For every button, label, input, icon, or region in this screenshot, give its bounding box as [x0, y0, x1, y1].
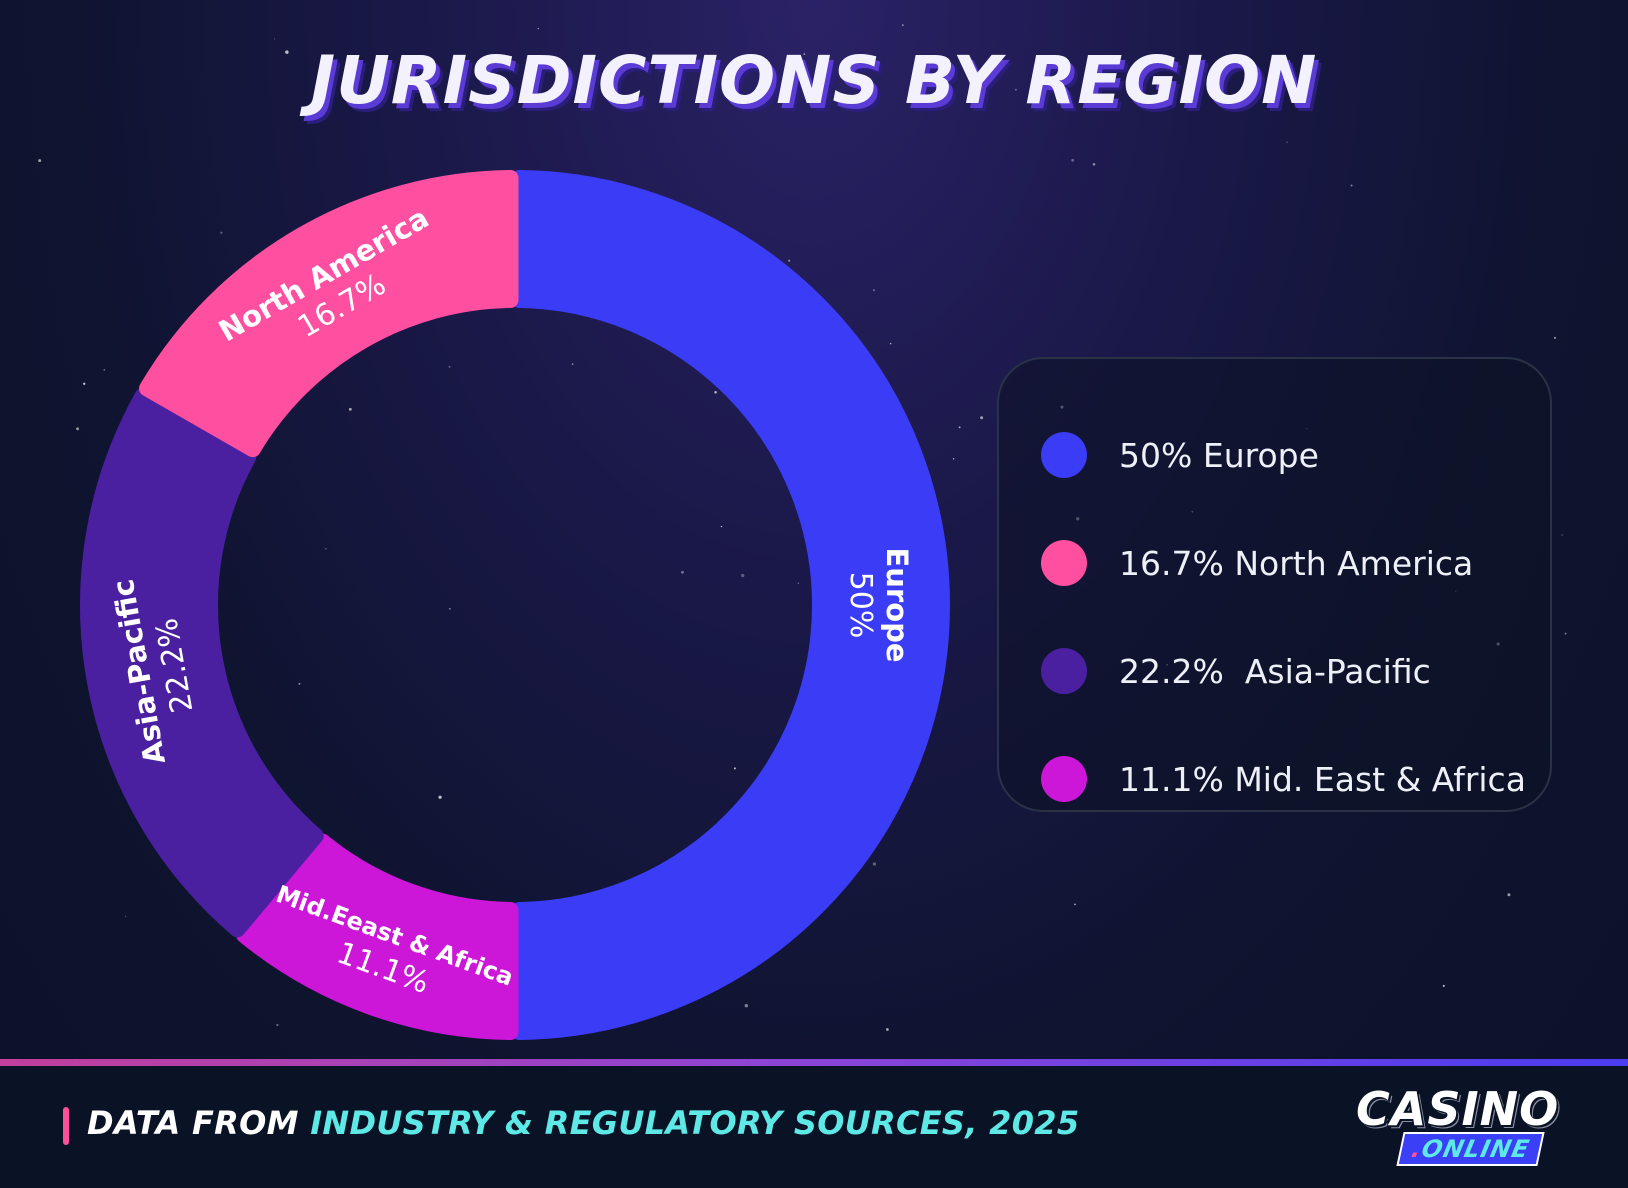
star [980, 416, 984, 420]
star [952, 458, 955, 460]
star [448, 365, 451, 368]
donut-slice-europe [511, 170, 951, 1040]
legend-swatch [1041, 756, 1087, 802]
star [714, 76, 719, 81]
donut-slice-north-america [139, 170, 519, 458]
star [901, 24, 904, 27]
legend-label: 11.1% Mid. East & Africa [1119, 759, 1526, 799]
star [1561, 534, 1563, 536]
star [348, 407, 352, 411]
source-name: INDUSTRY & REGULATORY SOURCES, 2025 [310, 1104, 1080, 1142]
star [744, 1004, 748, 1008]
legend-swatch [1041, 648, 1087, 694]
star [103, 369, 106, 371]
star [1286, 141, 1288, 143]
source-prefix: DATA FROM [87, 1104, 311, 1142]
legend-item-north-america: 16.7% North America [1041, 509, 1550, 617]
star [324, 547, 327, 550]
star [537, 27, 539, 30]
star [273, 38, 276, 40]
star [1350, 184, 1353, 187]
star [76, 427, 80, 431]
slice-label-value: 50% [843, 572, 878, 639]
source-note: DATA FROM INDUSTRY & REGULATORY SOURCES,… [87, 1104, 1079, 1142]
casino-online-logo: CASINO .ONLINE [1356, 1082, 1566, 1172]
star [1553, 336, 1557, 340]
star [872, 289, 876, 292]
star [720, 525, 723, 528]
donut-slice-mid-eeast-africa [236, 833, 519, 1040]
star [83, 382, 86, 385]
star [1014, 88, 1017, 91]
legend-item-mid-east-africa: 11.1% Mid. East & Africa [1041, 725, 1550, 833]
footer: DATA FROM INDUSTRY & REGULATORY SOURCES,… [0, 1066, 1628, 1188]
legend-label: 50% Europe [1119, 435, 1319, 475]
star [220, 231, 223, 234]
star [1564, 632, 1567, 635]
star [1092, 163, 1096, 166]
star [803, 53, 806, 56]
legend: 50% Europe 16.7% North America 22.2% Asi… [997, 357, 1552, 812]
legend-swatch [1041, 540, 1087, 586]
star [741, 573, 745, 578]
star [276, 1023, 279, 1027]
logo-wordmark: CASINO [1356, 1082, 1560, 1136]
star [438, 795, 442, 799]
star [714, 391, 717, 394]
legend-item-asia-pacific: 22.2% Asia-Pacific [1041, 617, 1550, 725]
star [1069, 78, 1072, 81]
legend-label: 22.2% Asia-Pacific [1119, 651, 1431, 691]
star [788, 259, 791, 262]
footer-divider [0, 1059, 1628, 1066]
slice-label-name: Europe [880, 547, 914, 662]
star [1507, 893, 1511, 897]
star [298, 683, 301, 685]
star [797, 582, 800, 584]
star [733, 767, 736, 770]
chart-title: JURISDICTIONS BY REGION [310, 42, 1318, 119]
legend-item-europe: 50% Europe [1041, 401, 1550, 509]
star [1071, 158, 1075, 162]
logo-subtitle-text: ONLINE [1419, 1135, 1533, 1163]
star [285, 50, 289, 54]
star [124, 915, 127, 917]
star [1074, 903, 1076, 906]
star [872, 862, 877, 866]
star [38, 159, 42, 163]
star [886, 1028, 889, 1031]
star [958, 426, 961, 429]
legend-swatch [1041, 432, 1087, 478]
star [571, 363, 574, 365]
legend-label: 16.7% North America [1119, 543, 1474, 583]
star [449, 608, 451, 610]
star [1442, 984, 1445, 987]
donut-slice-asia-pacific [80, 388, 324, 938]
logo-subtitle: .ONLINE [1396, 1132, 1545, 1166]
star [889, 342, 892, 345]
footer-accent-bar [63, 1107, 69, 1145]
star [681, 570, 684, 574]
